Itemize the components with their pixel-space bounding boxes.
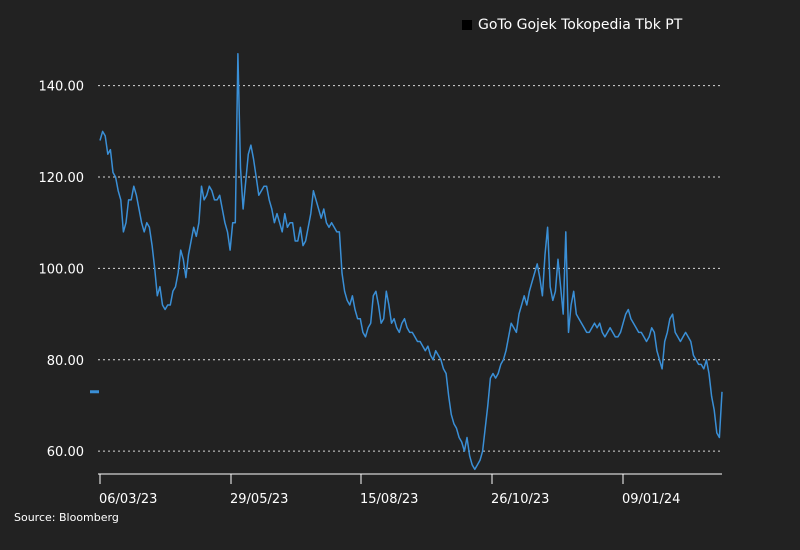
source-note: Source: Bloomberg (14, 511, 119, 524)
y-axis-ticks: 60.00 80.00 100.00 120.00 140.00 (39, 80, 85, 460)
x-tick-label: 09/01/24 (622, 492, 680, 507)
y-tick-label: 120.00 (39, 171, 85, 186)
legend: GoTo Gojek Tokopedia Tbk PT (462, 17, 682, 33)
y-tick-label: 60.00 (47, 445, 84, 460)
series-lines (90, 52, 723, 471)
legend-swatch (462, 20, 472, 30)
gridlines (98, 85, 722, 452)
y-tick-label: 100.00 (39, 262, 85, 277)
legend-label: GoTo Gojek Tokopedia Tbk PT (478, 17, 683, 33)
x-axis: 06/03/23 29/05/23 15/08/23 26/10/23 09/01/24 (98, 473, 722, 507)
x-tick-label: 29/05/23 (230, 492, 288, 507)
x-tick-label: 26/10/23 (491, 492, 549, 507)
x-tick-label: 15/08/23 (360, 492, 418, 507)
series-line (99, 52, 723, 471)
y-tick-label: 80.00 (47, 354, 84, 369)
y-tick-label: 140.00 (39, 80, 85, 95)
x-tick-label: 06/03/23 (99, 492, 157, 507)
